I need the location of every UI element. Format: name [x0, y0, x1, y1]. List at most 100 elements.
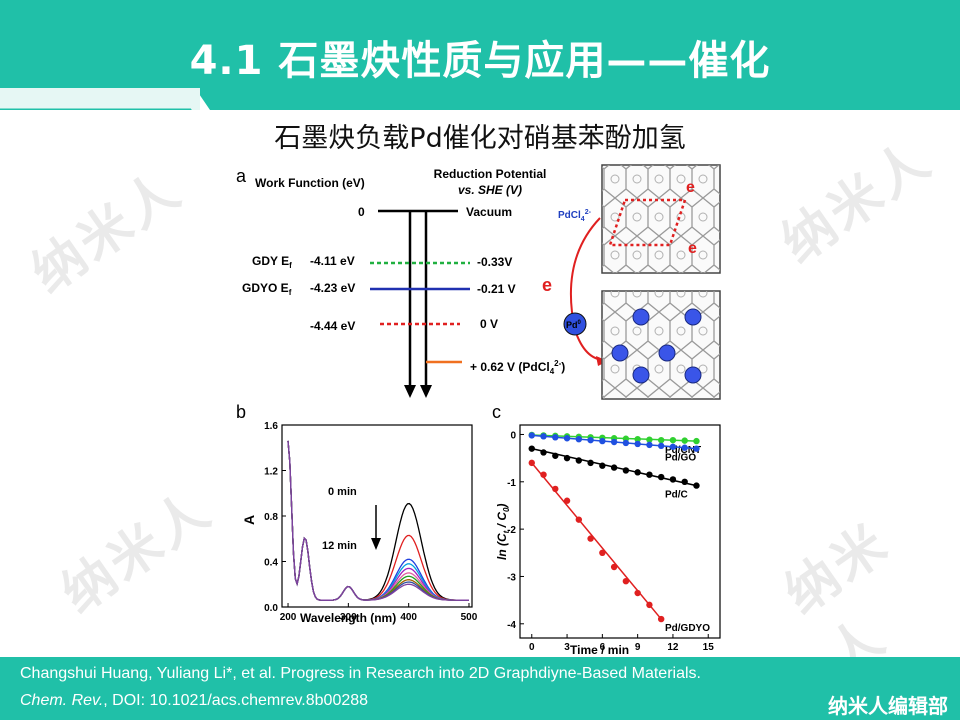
pd-nanoparticle	[684, 366, 702, 384]
pd-nanoparticles	[611, 308, 702, 384]
b-spectrum-line	[287, 440, 469, 601]
c-series-label: Pd/GDYO	[665, 623, 710, 634]
b-ylabel: A	[241, 515, 257, 525]
c-data-point	[693, 482, 700, 489]
uv-vis-chart: 200 300 400 500 0.0 0.4 0.8 1.2 1.6	[264, 421, 478, 623]
b-x-tick-label: 500	[461, 612, 478, 623]
gdy-potential: -0.33V	[477, 255, 512, 269]
citation-line-1: Changshui Huang, Yuliang Li*, et al. Pro…	[20, 665, 701, 682]
c-x-tick-label: 9	[635, 642, 641, 653]
c-data-point	[681, 444, 688, 451]
c-x-tick-label: 3	[564, 642, 570, 653]
gdyo-potential: -0.21 V	[477, 282, 516, 296]
figure: a Work Function (eV) Reduction Potential…	[236, 164, 721, 655]
c-data-point	[610, 438, 618, 446]
c-y-tick-label: -2	[507, 525, 516, 536]
pd-potential: + 0.62 V (PdCl42-)	[470, 359, 565, 376]
c-data-point	[646, 601, 653, 609]
c-data-point	[669, 476, 677, 483]
watermark: 纳米人	[21, 159, 194, 305]
pd-atom-icon	[563, 312, 587, 336]
c-data-point	[634, 436, 641, 443]
c-xlabel: Time / min	[570, 643, 629, 655]
panel-b-label: b	[236, 402, 246, 422]
c-data-point	[646, 441, 653, 449]
b-spectrum-line	[287, 440, 469, 601]
c-data-point	[587, 535, 594, 542]
b-spectrum-line	[287, 440, 469, 601]
she-value: -4.44 eV	[310, 319, 355, 333]
b-y-tick-label: 1.6	[264, 421, 278, 432]
page-subtitle: 石墨炔负载Pd催化对硝基苯酚加氢	[274, 123, 686, 154]
c-data-point	[528, 459, 535, 467]
b-spectrum-line	[287, 440, 469, 601]
c-data-point	[622, 467, 630, 474]
journal-name: Chem. Rev.	[20, 692, 104, 709]
c-x-tick-label: 6	[600, 642, 606, 653]
gdyo-value: -4.23 eV	[310, 281, 355, 295]
c-data-point	[622, 439, 630, 447]
citation-footer: Changshui Huang, Yuliang Li*, et al. Pro…	[0, 657, 960, 720]
c-data-point	[610, 464, 618, 471]
work-function-header: Work Function (eV)	[255, 176, 365, 190]
gdyo-label: GDYO Ef	[242, 281, 292, 297]
b-plot-frame	[281, 424, 473, 608]
b-y-tick-label: 0.0	[264, 603, 278, 614]
arrow-head-left	[404, 385, 416, 398]
c-data-point	[657, 442, 665, 450]
c-data-point	[563, 435, 571, 442]
she-header: vs. SHE (V)	[458, 183, 522, 197]
brand-label: 纳米人编辑部	[828, 694, 948, 718]
b-spectrum-line	[287, 440, 469, 601]
e-label-mid: e	[542, 275, 552, 295]
e-label-bottom: e	[688, 240, 697, 257]
c-data-point	[540, 471, 547, 478]
pd-nanoparticle	[632, 366, 650, 384]
c-plot-frame	[519, 424, 721, 639]
panel-c-label: c	[492, 402, 501, 422]
c-data-point	[599, 437, 606, 445]
title-banner	[0, 0, 960, 110]
c-data-point	[622, 578, 630, 585]
c-data-point	[669, 436, 677, 444]
c-data-point	[657, 615, 665, 623]
b-arrow-head	[371, 538, 381, 550]
c-data-point	[552, 452, 559, 459]
c-series-label: Pd/GO	[665, 453, 696, 464]
c-data-point	[563, 497, 571, 504]
c-y-tick-label: -3	[507, 572, 516, 583]
c-data-point	[693, 445, 700, 452]
pd-nanoparticle	[684, 308, 702, 326]
c-x-tick-label: 15	[703, 642, 715, 653]
b-spectrum-line	[287, 440, 469, 601]
citation-line-2: Chem. Rev., DOI: 10.1021/acs.chemrev.8b0…	[20, 692, 368, 710]
c-y-tick-label: -4	[507, 620, 516, 631]
b-xlabel: Wavelength (nm)	[300, 611, 396, 625]
b-annot-12min: 12 min	[322, 540, 357, 552]
c-data-point	[646, 471, 653, 478]
c-data-point	[599, 462, 606, 469]
c-y-tick-label: -1	[507, 478, 516, 489]
c-data-point	[599, 549, 606, 556]
c-data-point	[693, 437, 700, 445]
transfer-arrow	[569, 217, 606, 361]
c-data-point	[575, 516, 583, 523]
b-x-tick-label: 200	[280, 612, 297, 623]
c-data-point	[587, 459, 594, 467]
vacuum-label: Vacuum	[466, 205, 512, 219]
pdcl-label: PdCl42-	[558, 209, 592, 223]
c-x-tick-label: 12	[667, 642, 679, 653]
lattice-top-pattern	[602, 165, 720, 273]
panel-a-label: a	[236, 166, 247, 186]
c-data-point	[575, 436, 583, 443]
c-data-point	[552, 434, 559, 441]
page-title: 4.1 石墨炔性质与应用——催化	[189, 38, 771, 84]
c-data-point	[669, 443, 677, 450]
b-x-tick-label: 300	[340, 612, 357, 623]
zero-label: 0	[358, 205, 365, 219]
c-series-label: Pd/CNT	[665, 445, 701, 456]
b-spectrum-line	[287, 440, 469, 601]
b-y-tick-label: 0.8	[264, 512, 278, 523]
c-ylabel: ln (Ct / C0)	[495, 504, 511, 560]
